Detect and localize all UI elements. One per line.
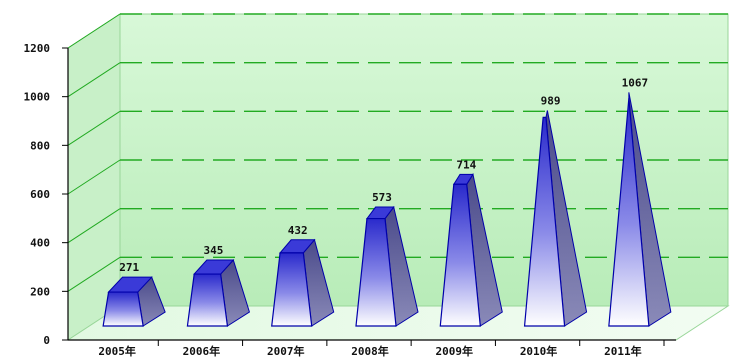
y-tick-label: 200 bbox=[30, 285, 50, 298]
data-label: 432 bbox=[288, 224, 308, 237]
x-tick-label: 2005年 bbox=[98, 344, 136, 358]
data-label: 271 bbox=[119, 261, 139, 274]
data-label: 989 bbox=[541, 94, 561, 107]
y-tick-label: 600 bbox=[30, 188, 50, 201]
x-tick-label: 2009年 bbox=[436, 344, 474, 358]
gridline-depth-800 bbox=[67, 110, 121, 146]
x-tick-label: 2011年 bbox=[604, 344, 642, 358]
x-tick-label: 2006年 bbox=[183, 344, 221, 358]
bar bbox=[608, 98, 650, 327]
bar bbox=[439, 183, 481, 327]
data-label: 714 bbox=[456, 158, 476, 171]
labels: 271 2005年 345 2006年 432 2007年 573 2008年 714 2009年… bbox=[98, 76, 648, 358]
y-tick-label: 800 bbox=[30, 139, 50, 152]
gridline-depth-1000 bbox=[67, 62, 121, 98]
y-tick-label: 400 bbox=[30, 237, 50, 250]
gridline-depth-400 bbox=[67, 208, 121, 244]
y-axis: 0 200 400 600 800 1000 1200 bbox=[24, 42, 676, 347]
bar bbox=[186, 273, 229, 327]
bar bbox=[102, 291, 144, 327]
x-tick-label: 2010年 bbox=[520, 344, 558, 358]
y-tick-label: 0 bbox=[43, 334, 50, 347]
data-label: 573 bbox=[372, 191, 392, 204]
bars bbox=[102, 92, 672, 327]
x-tick-label: 2008年 bbox=[351, 344, 389, 358]
y-tick-label: 1200 bbox=[24, 42, 51, 55]
x-tick-label: 2007年 bbox=[267, 344, 305, 358]
bar bbox=[355, 217, 397, 327]
bar bbox=[271, 252, 313, 327]
data-label: 1067 bbox=[622, 76, 649, 89]
gridline-depth-200 bbox=[67, 256, 121, 292]
bar bbox=[523, 116, 566, 327]
y-tick-label: 1000 bbox=[24, 91, 51, 104]
data-label: 345 bbox=[203, 244, 223, 257]
gridline-depth-600 bbox=[67, 159, 121, 195]
gridline-depth-1200 bbox=[67, 13, 121, 49]
